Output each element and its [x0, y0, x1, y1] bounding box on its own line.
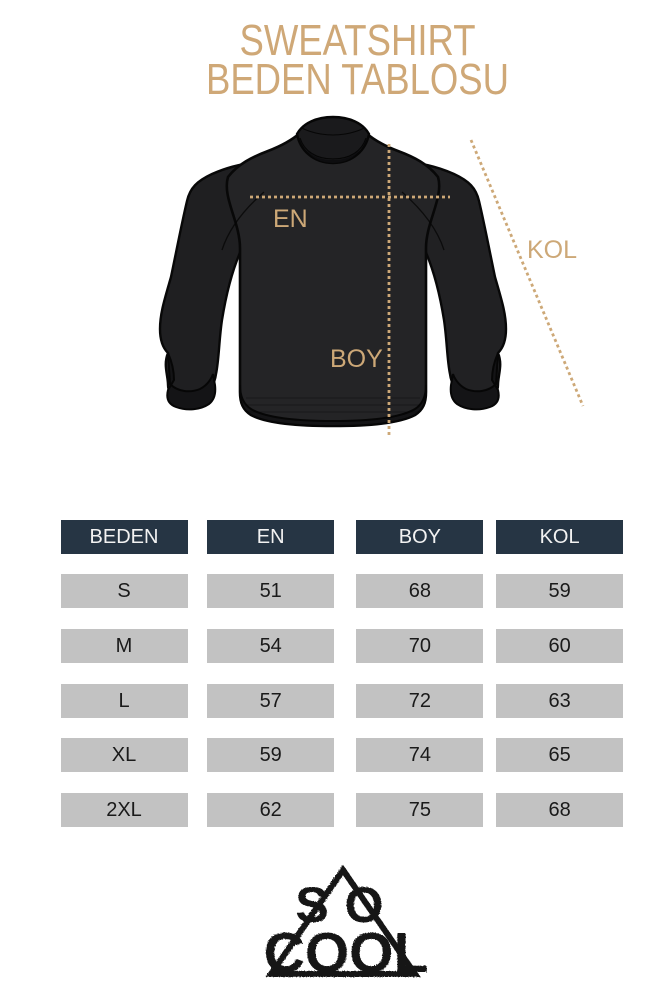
- svg-text:COOL: COOL: [264, 921, 429, 985]
